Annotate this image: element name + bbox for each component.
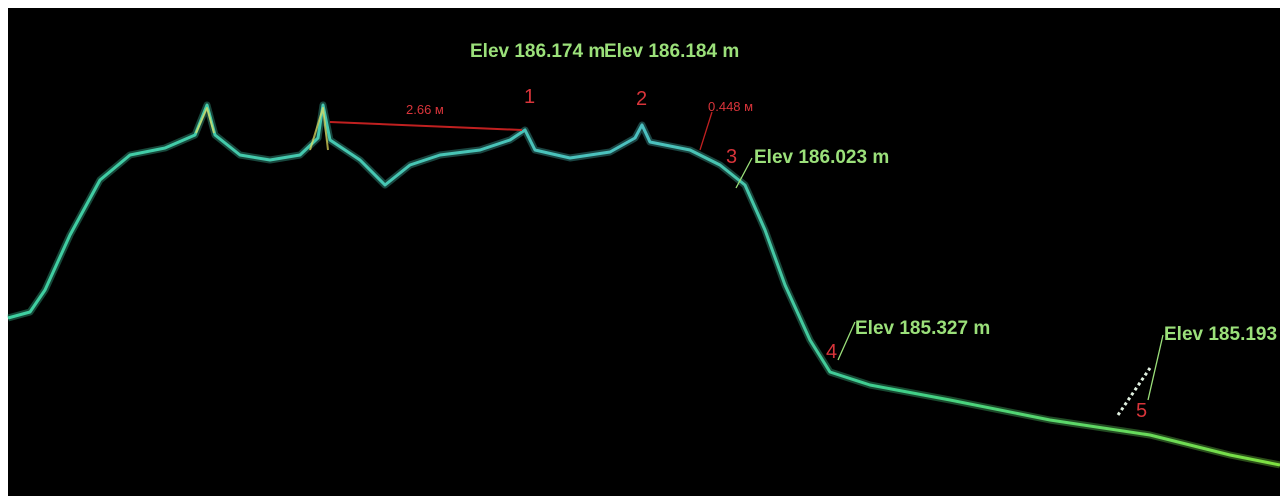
point-number: 4 [826,341,837,363]
profile-view: Elev 186.174 m Elev 186.184 m Elev 186.0… [0,0,1280,496]
elevation-label: Elev 185.327 m [855,318,990,339]
point-number: 1 [524,86,535,108]
elevation-label: Elev 186.023 m [754,147,889,168]
point-number: 3 [726,146,737,168]
elevation-label: Elev 186.174 m [470,41,605,62]
point-number: 2 [636,88,647,110]
measurement-label: 2.66 м [406,102,444,117]
point-number: 5 [1136,400,1147,422]
elevation-label: Elev 185.193 m [1164,324,1280,345]
measurement-label: 0.448 м [708,99,753,114]
elevation-label: Elev 186.184 m [604,41,739,62]
